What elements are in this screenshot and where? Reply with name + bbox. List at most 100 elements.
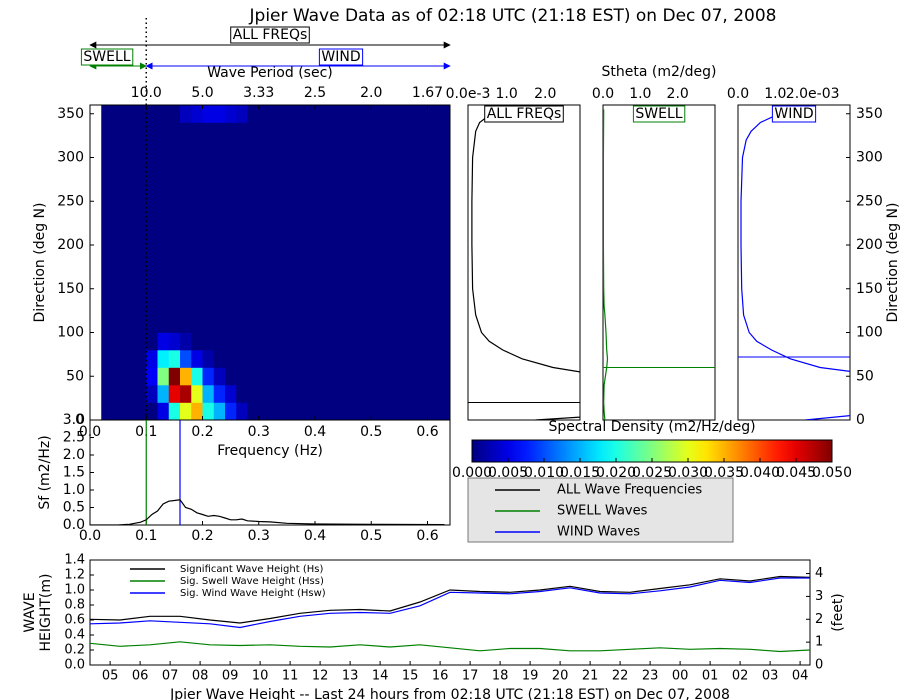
- heatmap-cell: [371, 227, 383, 246]
- heatmap-cell: [303, 332, 316, 351]
- heatmap-cell: [146, 367, 158, 386]
- y-tick-label: 1.0: [63, 482, 85, 498]
- heatmap-cell: [202, 157, 215, 176]
- series-line: [471, 108, 580, 420]
- heatmap-cell: [225, 192, 237, 211]
- heatmap-cell: [382, 140, 395, 158]
- heatmap-cell: [371, 175, 383, 193]
- heatmap-cell: [438, 385, 450, 403]
- heatmap-cell: [213, 227, 226, 246]
- heatmap-cell: [258, 105, 271, 123]
- heatmap-cell: [202, 315, 215, 333]
- heatmap-cell: [337, 367, 350, 386]
- heatmap-cell: [303, 122, 316, 141]
- heatmap-cell: [326, 367, 338, 386]
- heatmap-cell: [180, 157, 192, 176]
- heatmap-cell: [405, 175, 417, 193]
- heatmap-cell: [315, 122, 327, 141]
- y-tick-label: 3.0: [63, 412, 85, 428]
- heatmap-cell: [438, 402, 450, 420]
- x-tick-label: 2.0e-03: [786, 86, 840, 102]
- heatmap-cell: [416, 402, 428, 420]
- heatmap-cell: [281, 367, 293, 386]
- x-tick-label: 0.1: [135, 528, 157, 544]
- y-tick-label: 0.8: [64, 598, 85, 613]
- heatmap-cell: [281, 402, 293, 420]
- heatmap-cell: [258, 262, 271, 281]
- x-tick-label: 0.5: [360, 528, 382, 544]
- heatmap-cell: [236, 122, 248, 141]
- heatmap-cell: [348, 140, 361, 158]
- heatmap-cell: [416, 210, 428, 228]
- x-tick-label: 0.0: [592, 86, 614, 102]
- heatmap-cell: [146, 262, 158, 281]
- heatmap-cell: [405, 245, 417, 263]
- heatmap-cell: [337, 105, 350, 123]
- heatmap-cell: [360, 262, 372, 281]
- heatmap-cell: [281, 105, 293, 123]
- heatmap-cell: [191, 385, 203, 403]
- heatmap-cell: [247, 175, 260, 193]
- heatmap-cell: [191, 210, 203, 228]
- heatmap-cell: [202, 122, 215, 141]
- y-tick-label: 0.6: [64, 613, 85, 628]
- heatmap-cell: [382, 175, 395, 193]
- x-tick-label: 1.0: [629, 86, 651, 102]
- heatmap-cell: [202, 367, 215, 386]
- heatmap-cell: [180, 297, 192, 316]
- x-tick-label: 14: [372, 669, 389, 684]
- heatmap-cell: [371, 280, 383, 298]
- heatmap-cell: [303, 157, 316, 176]
- heatmap-cell: [168, 175, 181, 193]
- heatmap-cell: [315, 140, 327, 158]
- heatmap-cell: [382, 227, 395, 246]
- heatmap-cell: [405, 192, 417, 211]
- y-tick-label: 350: [57, 106, 84, 122]
- heatmap-cell: [427, 402, 440, 420]
- x2-tick-label: 5.0: [191, 85, 213, 101]
- heatmap-cell: [360, 332, 372, 351]
- heatmap-cell: [258, 297, 271, 316]
- heatmap-cell: [270, 105, 282, 123]
- heatmap-cell: [303, 227, 316, 246]
- heatmap-cell: [326, 297, 338, 316]
- heatmap-cell: [371, 245, 383, 263]
- heatmap-cell: [315, 280, 327, 298]
- heatmap-cell: [315, 175, 327, 193]
- heatmap-cell: [281, 192, 293, 211]
- heatmap-cell: [427, 192, 440, 211]
- heatmap-cell: [337, 280, 350, 298]
- heatmap-cell: [101, 140, 113, 158]
- heatmap-cell: [135, 332, 147, 351]
- heatmap-cell: [258, 175, 271, 193]
- x-tick-label: 0.4: [304, 424, 326, 440]
- heatmap-cell: [258, 402, 271, 420]
- heatmap-cell: [135, 140, 147, 158]
- heatmap-cell: [157, 245, 170, 263]
- heatmap-cell: [112, 192, 125, 211]
- heatmap-cell: [393, 140, 406, 158]
- heatmap-cell: [101, 227, 113, 246]
- heatmap-cell: [438, 262, 450, 281]
- heatmap-cell: [180, 350, 192, 368]
- heatmap-cell: [405, 332, 417, 351]
- heatmap-cell: [348, 245, 361, 263]
- heatmap-cell: [146, 350, 158, 368]
- heatmap-cell: [180, 385, 192, 403]
- heatmap-cell: [303, 385, 316, 403]
- heatmap-cell: [337, 262, 350, 281]
- heatmap-cell: [168, 122, 181, 141]
- heatmap-cell: [303, 315, 316, 333]
- legend-label: ALL Wave Frequencies: [557, 483, 702, 498]
- heatmap-cell: [213, 350, 226, 368]
- heatmap-cell: [180, 105, 192, 123]
- x-tick-label: 0.5: [360, 424, 382, 440]
- heatmap-cell: [405, 227, 417, 246]
- heatmap-cell: [225, 157, 237, 176]
- heatmap-cell: [213, 245, 226, 263]
- heatmap-cell: [101, 192, 113, 211]
- heatmap-cell: [382, 280, 395, 298]
- heatmap-cell: [360, 367, 372, 386]
- y-tick-label: 200: [856, 237, 883, 253]
- heatmap-cell: [270, 157, 282, 176]
